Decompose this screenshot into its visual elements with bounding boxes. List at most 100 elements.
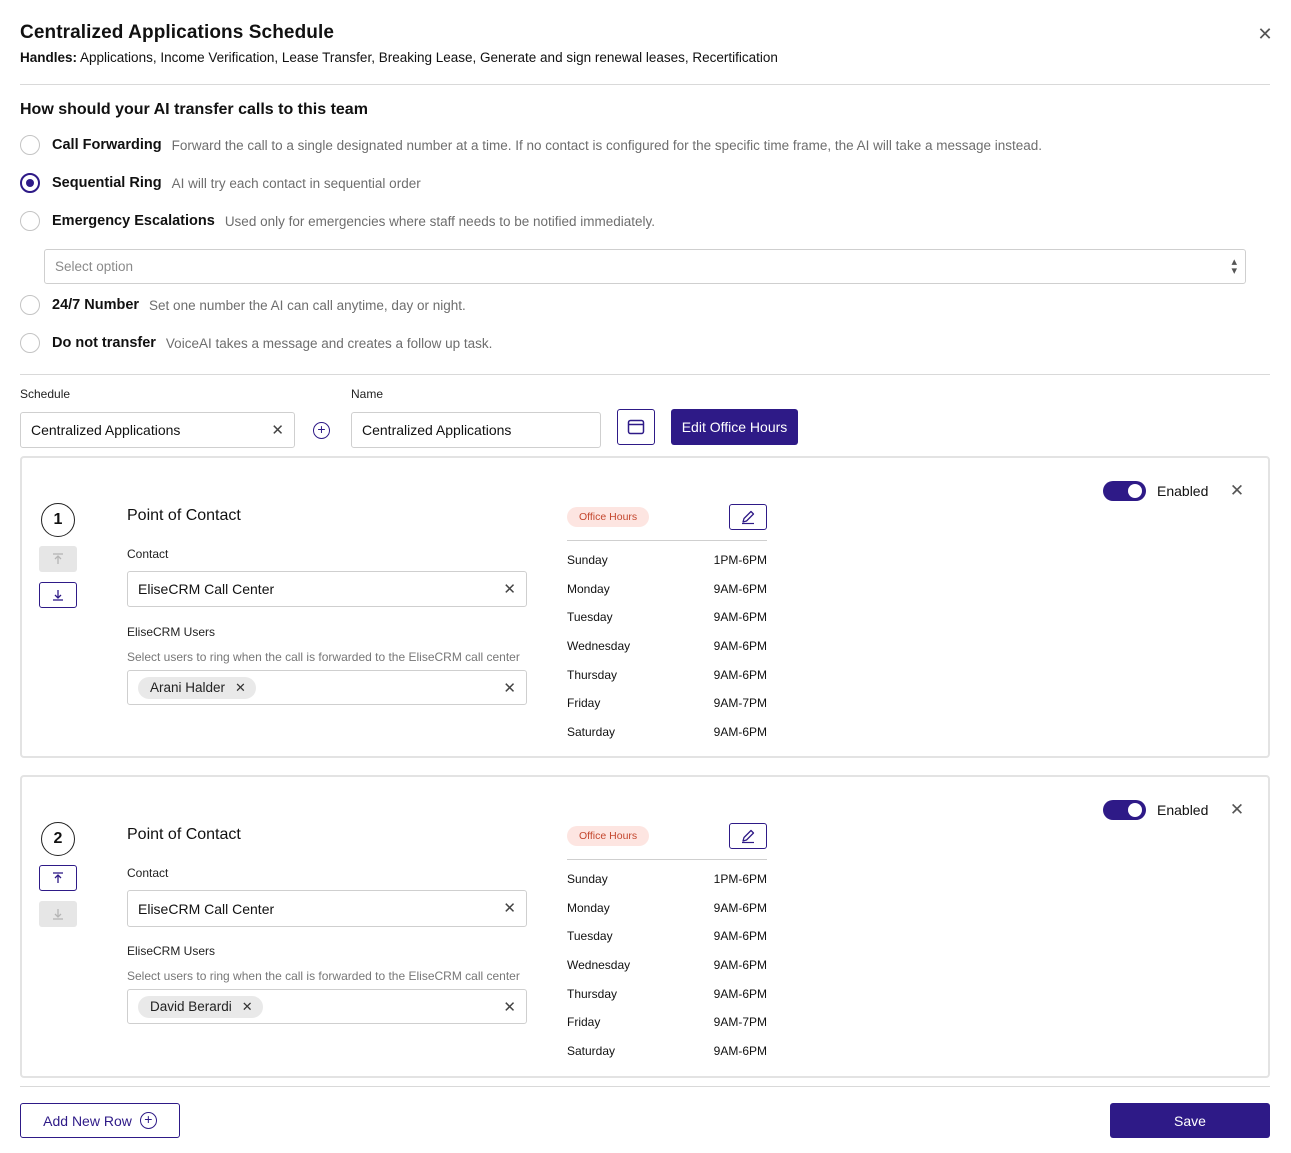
hours-row: Friday 9AM-7PM: [567, 696, 767, 725]
radio-do-not-transfer[interactable]: [20, 333, 40, 353]
remove-chip-icon[interactable]: ✕: [241, 998, 253, 1014]
day-label: Wednesday: [567, 958, 631, 973]
edit-office-hours-button[interactable]: Edit Office Hours: [671, 409, 798, 445]
option-do-not-transfer[interactable]: Do not transfer VoiceAI takes a message …: [20, 332, 492, 354]
time-range: 9AM-6PM: [713, 958, 767, 973]
calendar-icon: [627, 419, 645, 435]
option-description: Set one number the AI can call anytime, …: [149, 297, 466, 313]
escalation-select[interactable]: Select option ▴ ▾: [44, 249, 1246, 284]
name-field[interactable]: Centralized Applications: [351, 412, 601, 448]
users-field[interactable]: Arani Halder ✕ ✕: [127, 670, 527, 705]
time-range: 9AM-6PM: [713, 900, 767, 915]
hours-row: Sunday 1PM-6PM: [567, 872, 767, 901]
handles-label: Handles:: [20, 50, 78, 65]
move-down-button[interactable]: [39, 582, 77, 608]
day-label: Tuesday: [567, 929, 613, 944]
hours-row: Tuesday 9AM-6PM: [567, 929, 767, 958]
schedule-field[interactable]: Centralized Applications ✕: [20, 412, 295, 448]
add-schedule-icon[interactable]: +: [313, 422, 330, 439]
option-emergency-escalations[interactable]: Emergency Escalations Used only for emer…: [20, 210, 655, 232]
day-label: Monday: [567, 900, 610, 915]
day-label: Sunday: [567, 553, 608, 567]
hours-row: Thursday 9AM-6PM: [567, 987, 767, 1016]
edit-hours-button[interactable]: [729, 504, 767, 530]
option-label: Call Forwarding: [52, 137, 162, 153]
time-range: 9AM-6PM: [713, 929, 767, 944]
contact-field[interactable]: EliseCRM Call Center ✕: [127, 571, 527, 607]
move-up-button[interactable]: [39, 546, 77, 572]
users-label: EliseCRM Users: [127, 944, 216, 958]
edit-hours-button[interactable]: [729, 823, 767, 849]
hours-list: Sunday 1PM-6PM Monday 9AM-6PM Tuesday 9AM-6…: [567, 872, 767, 1073]
clear-icon[interactable]: ✕: [503, 900, 516, 917]
enabled-label: Enabled: [1157, 802, 1209, 818]
user-chip: Arani Halder ✕: [138, 676, 256, 699]
hours-row: Wednesday 9AM-6PM: [567, 958, 767, 987]
hours-row: Saturday 9AM-6PM: [567, 1044, 767, 1073]
close-icon[interactable]: ✕: [1257, 24, 1273, 44]
option-call-forwarding[interactable]: Call Forwarding Forward the call to a si…: [20, 134, 1042, 156]
time-range: 9AM-6PM: [713, 725, 767, 740]
time-range: 9AM-7PM: [713, 1015, 767, 1030]
radio-247-number[interactable]: [20, 295, 40, 315]
option-sequential-ring[interactable]: Sequential Ring AI will try each contact…: [20, 172, 421, 194]
save-button[interactable]: Save: [1110, 1103, 1270, 1138]
dialog-title: Centralized Applications Schedule: [20, 22, 335, 43]
remove-chip-icon[interactable]: ✕: [235, 679, 246, 695]
move-down-button[interactable]: [39, 901, 77, 927]
option-label: Sequential Ring: [52, 175, 162, 191]
time-range: 9AM-6PM: [713, 610, 767, 625]
handles-line: Handles: Applications, Income Verificati…: [20, 50, 778, 65]
contact-value: EliseCRM Call Center: [138, 581, 275, 597]
time-range: 1PM-6PM: [713, 872, 767, 886]
day-label: Friday: [567, 696, 601, 711]
enabled-toggle[interactable]: [1103, 481, 1146, 501]
calendar-button[interactable]: [617, 409, 655, 445]
move-up-button[interactable]: [39, 865, 77, 891]
schedule-value: Centralized Applications: [31, 422, 181, 438]
office-hours-badge: Office Hours: [567, 826, 650, 846]
time-range: 9AM-6PM: [713, 639, 767, 654]
hours-row: Monday 9AM-6PM: [567, 901, 767, 930]
hours-list: Sunday 1PM-6PM Monday 9AM-6PM Tuesday 9AM-6…: [567, 553, 767, 754]
hours-row: Saturday 9AM-6PM: [567, 725, 767, 754]
user-chip: David Berardi ✕: [138, 995, 263, 1018]
office-hours-badge: Office Hours: [567, 507, 650, 527]
remove-row-icon[interactable]: ✕: [1229, 800, 1245, 819]
clear-icon[interactable]: ✕: [503, 680, 516, 697]
contact-label: Contact: [127, 866, 169, 880]
clear-icon[interactable]: ✕: [503, 581, 516, 598]
row-number: 2: [41, 822, 75, 856]
remove-row-icon[interactable]: ✕: [1229, 481, 1245, 500]
option-247-number[interactable]: 24/7 Number Set one number the AI can ca…: [20, 294, 466, 316]
arrow-up-icon: [53, 553, 63, 564]
enabled-toggle[interactable]: [1103, 800, 1146, 820]
hours-row: Sunday 1PM-6PM: [567, 553, 767, 582]
radio-call-forwarding[interactable]: [20, 135, 40, 155]
time-range: 9AM-6PM: [713, 581, 767, 596]
user-chip-name: Arani Halder: [150, 680, 226, 695]
name-value: Centralized Applications: [362, 422, 512, 438]
arrow-down-icon: [53, 590, 63, 601]
radio-sequential-ring[interactable]: [20, 173, 40, 193]
clear-icon[interactable]: ✕: [503, 999, 516, 1016]
clear-icon[interactable]: ✕: [271, 422, 284, 439]
users-label: EliseCRM Users: [127, 625, 216, 639]
hours-row: Wednesday 9AM-6PM: [567, 639, 767, 668]
users-field[interactable]: David Berardi ✕ ✕: [127, 989, 527, 1024]
plus-circle-icon: +: [139, 1112, 157, 1129]
divider: [20, 1086, 1270, 1087]
hours-row: Thursday 9AM-6PM: [567, 668, 767, 697]
time-range: 9AM-6PM: [713, 986, 767, 1001]
radio-emergency-escalations[interactable]: [20, 211, 40, 231]
poc-title: Point of Contact: [127, 507, 241, 524]
select-placeholder: Select option: [55, 259, 134, 274]
contact-label: Contact: [127, 547, 169, 561]
day-label: Thursday: [567, 986, 618, 1001]
option-label: Do not transfer: [52, 335, 156, 351]
day-label: Friday: [567, 1015, 601, 1030]
divider: [20, 374, 1270, 375]
hours-divider: [567, 540, 767, 541]
contact-field[interactable]: EliseCRM Call Center ✕: [127, 890, 527, 927]
add-new-row-button[interactable]: Add New Row +: [20, 1103, 180, 1138]
